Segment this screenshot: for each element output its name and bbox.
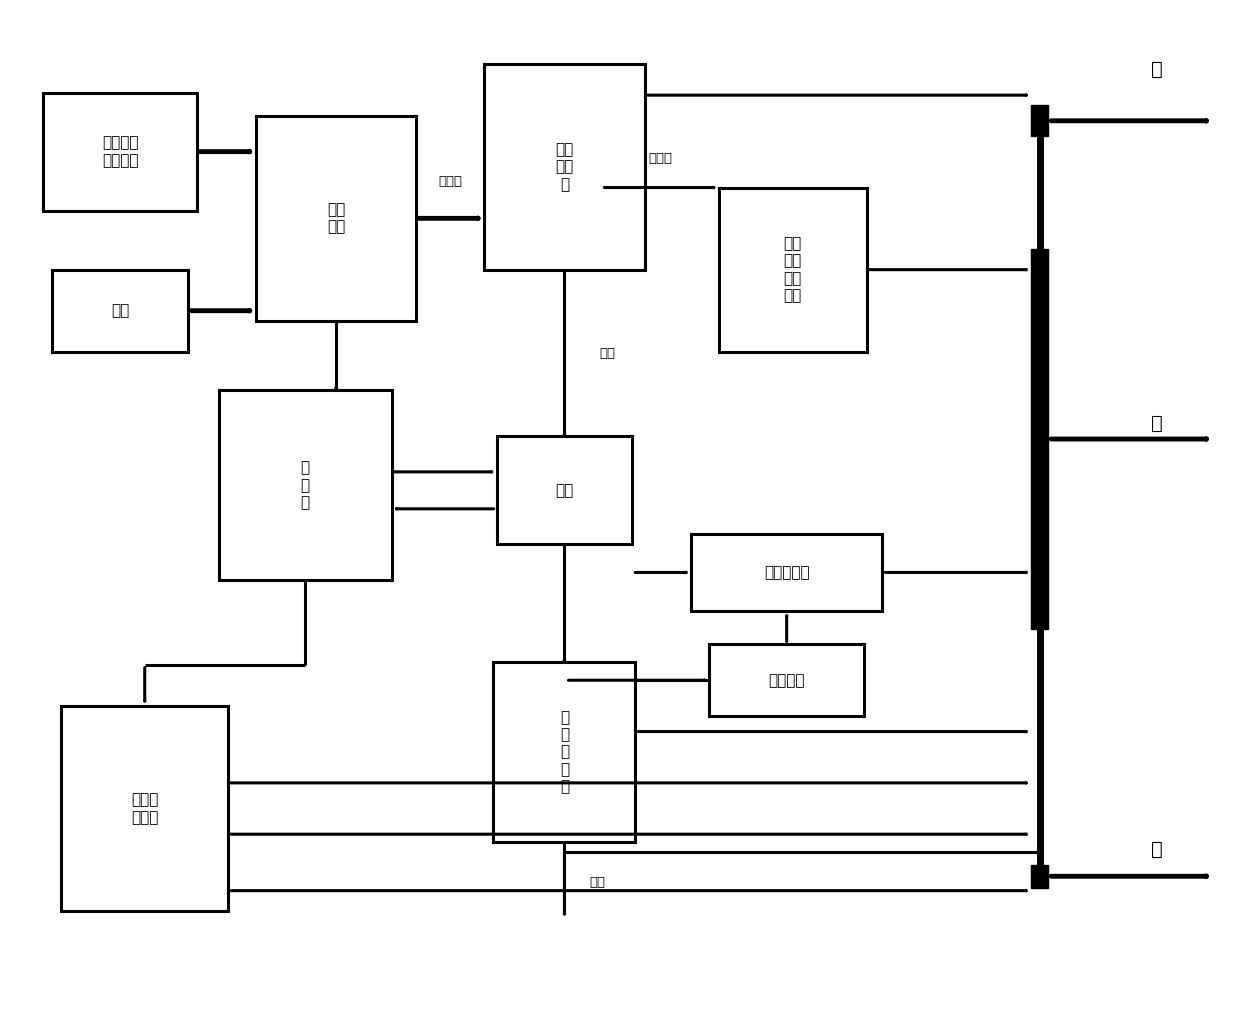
Text: 燃气
内燃
机: 燃气 内燃 机 [556,142,574,192]
Text: 冷: 冷 [1151,840,1163,859]
Text: 燃料
转化: 燃料 转化 [327,202,345,234]
Text: 缸套
水热
水换
热器: 缸套 水热 水换 热器 [784,236,802,303]
Bar [1032,105,1048,136]
Text: 功冷并
供设备: 功冷并 供设备 [131,793,159,825]
Text: 电: 电 [1151,60,1163,79]
Text: 甲醇: 甲醇 [110,303,129,318]
Bar [494,663,635,842]
Bar [691,534,883,611]
Text: 低温热源: 低温热源 [769,673,805,687]
Text: 槽式太阳
能集热器: 槽式太阳 能集热器 [102,135,139,168]
Text: 合成气: 合成气 [438,174,463,188]
Text: 缸套水: 缸套水 [649,152,672,165]
Text: 热
水
换
热
器: 热 水 换 热 器 [560,710,569,795]
Bar [719,188,867,352]
Bar [43,93,197,211]
Bar [218,390,392,580]
Text: 排烟: 排烟 [589,876,605,890]
Bar [52,269,188,352]
Bar [255,116,417,321]
Text: 热: 热 [1151,414,1163,433]
Bar [1032,249,1048,628]
Bar [484,64,645,269]
Bar [1032,865,1048,888]
Text: 储
热
罐: 储 热 罐 [300,460,310,510]
Bar [709,644,864,716]
Text: 热泵: 热泵 [556,483,574,497]
Bar [496,437,632,544]
Bar [62,706,228,911]
Text: 烟气: 烟气 [599,347,615,359]
Text: 吸收式热泵: 吸收式热泵 [764,565,810,580]
